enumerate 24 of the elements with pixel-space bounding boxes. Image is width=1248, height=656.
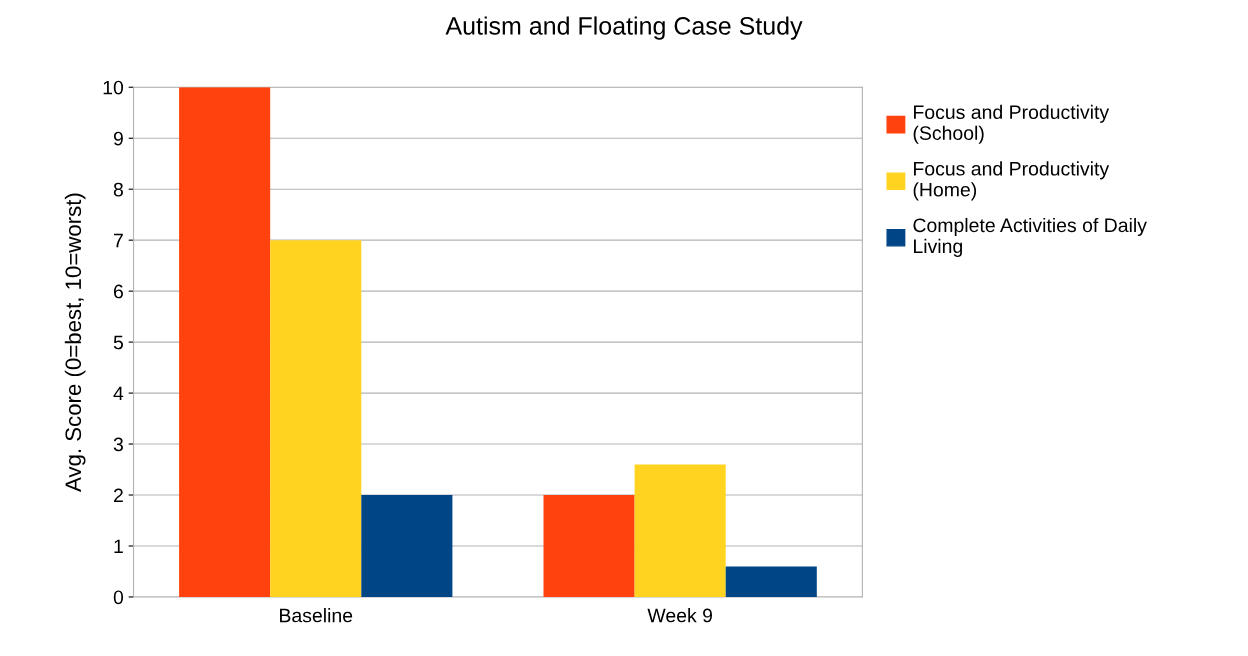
y-tick-label: 9 (113, 131, 123, 146)
y-tick-label: 8 (113, 182, 123, 197)
legend-label: Complete Activities of Daily Living (913, 217, 1147, 257)
y-tick-label: 3 (113, 437, 123, 452)
x-tick-label: Baseline (280, 608, 353, 623)
bar (725, 566, 817, 597)
y-tick-label: 10 (103, 80, 124, 95)
bar (634, 464, 726, 597)
y-tick-label: 0 (113, 590, 124, 605)
y-tick-label: 7 (114, 233, 123, 248)
bar (179, 87, 271, 597)
y-tick-label: 5 (113, 335, 123, 350)
y-tick-label: 6 (113, 284, 123, 299)
legend-label: Focus and Productivity (Home) (913, 161, 1110, 201)
legend-label: Focus and Productivity (School) (913, 104, 1110, 144)
y-tick-label: 1 (114, 539, 123, 554)
x-tick-label: Week 9 (647, 608, 713, 623)
y-tick-label: 4 (113, 386, 124, 401)
y-tick-label: 2 (113, 488, 123, 503)
bar (361, 495, 453, 597)
chart-title: Autism and Floating Case Study (445, 16, 803, 40)
bar (270, 240, 362, 597)
y-axis-title: Avg. Score (0=best, 10=worst) (64, 193, 86, 492)
bar (543, 495, 635, 597)
